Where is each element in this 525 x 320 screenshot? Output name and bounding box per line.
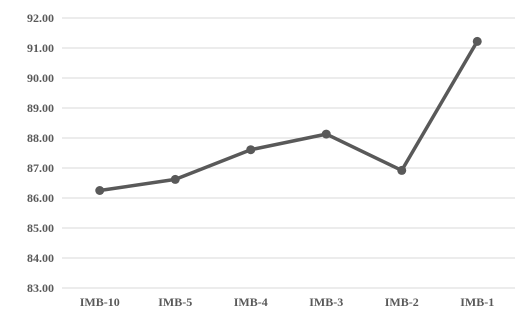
- data-point: [95, 186, 105, 195]
- x-tick-label: IMB-3: [309, 295, 343, 309]
- gridlines: [62, 17, 515, 289]
- y-tick-label: 86.00: [27, 191, 54, 205]
- y-tick-label: 83.00: [27, 281, 54, 295]
- y-tick-label: 85.00: [27, 221, 54, 235]
- y-tick-label: 92.00: [27, 11, 54, 25]
- y-tick-label: 88.00: [27, 131, 54, 145]
- y-tick-label: 90.00: [27, 71, 54, 85]
- data-point: [170, 174, 180, 184]
- x-tick-label: IMB-1: [460, 295, 494, 309]
- y-tick-label: 87.00: [27, 161, 54, 175]
- x-tick-label: IMB-2: [385, 295, 419, 309]
- series-line: [98, 39, 479, 193]
- x-tick-label: IMB-10: [80, 295, 120, 309]
- x-tick-label: IMB-5: [158, 295, 192, 309]
- series-group: [95, 36, 482, 195]
- y-tick-label: 91.00: [27, 41, 54, 55]
- data-point: [397, 165, 407, 175]
- x-tick-label: IMB-4: [234, 295, 268, 309]
- y-axis-tick-labels: 83.00 84.00 85.00 86.00 87.00 88.00 89.00 90.00…: [27, 11, 54, 295]
- data-point: [246, 145, 256, 155]
- y-tick-label: 89.00: [27, 101, 54, 115]
- y-tick-label: 84.00: [27, 251, 54, 265]
- data-point: [321, 129, 331, 139]
- x-axis-tick-labels: IMB-10 IMB-5 IMB-4 IMB-3 IMB-2 IMB-1: [80, 295, 495, 309]
- data-point: [472, 36, 482, 46]
